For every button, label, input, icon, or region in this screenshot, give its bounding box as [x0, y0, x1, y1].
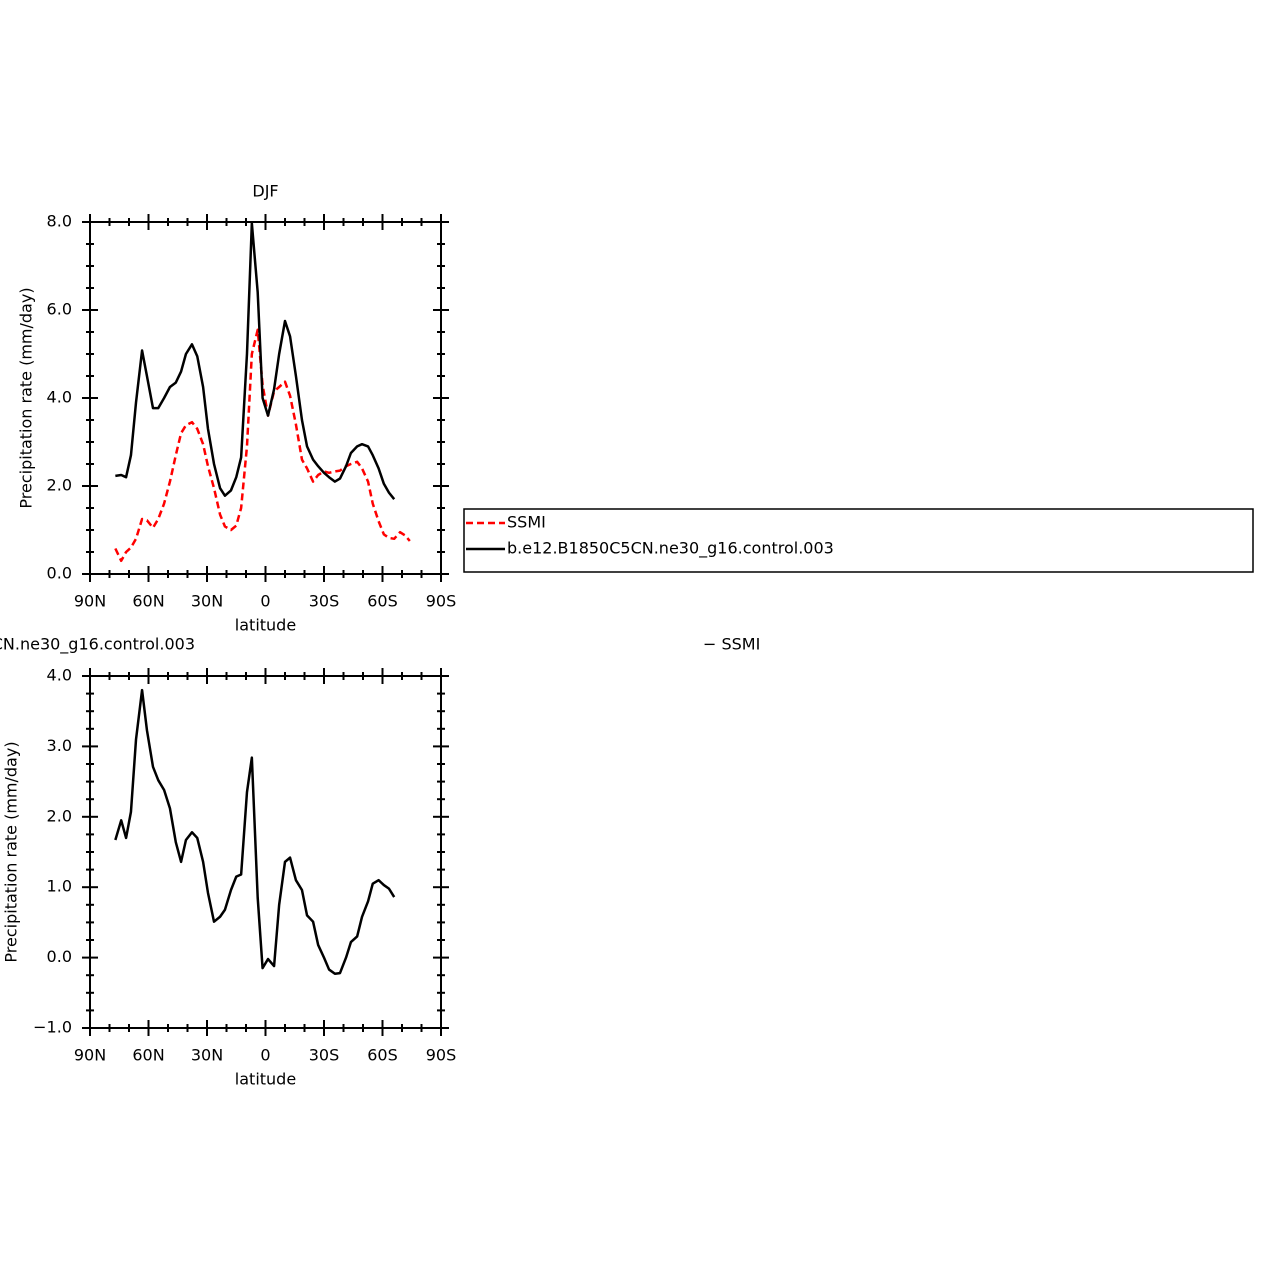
- y-tick-label: −1.0: [33, 1018, 72, 1037]
- x-tick-label: 0: [260, 592, 270, 611]
- x-tick-label: 60N: [132, 1046, 164, 1065]
- legend-box: [463, 508, 1254, 573]
- x-tick-label: 60S: [367, 1046, 398, 1065]
- y-tick-label: 2.0: [47, 806, 72, 825]
- x-tick-label: 60S: [367, 592, 398, 611]
- plot-frame: [89, 221, 442, 575]
- x-tick-label: 30N: [191, 1046, 223, 1065]
- y-tick-label: 3.0: [47, 736, 72, 755]
- chart-title-right: − SSMI: [703, 635, 760, 654]
- y-tick-label: 0.0: [47, 564, 72, 583]
- y-tick-label: 4.0: [47, 388, 72, 407]
- x-axis-label: latitude: [235, 1070, 296, 1089]
- chart-title: DJF: [252, 182, 278, 201]
- y-tick-label: 6.0: [47, 300, 72, 319]
- y-axis-label: Precipitation rate (mm/day): [2, 741, 21, 962]
- x-tick-label: 90N: [74, 592, 106, 611]
- legend-label: b.e12.B1850C5CN.ne30_g16.control.003: [507, 539, 834, 559]
- x-tick-label: 60N: [132, 592, 164, 611]
- y-tick-label: 8.0: [47, 212, 72, 231]
- legend-label: SSMI: [507, 513, 546, 532]
- x-tick-label: 30S: [309, 1046, 340, 1065]
- y-tick-label: 4.0: [47, 666, 72, 685]
- x-tick-label: 30N: [191, 592, 223, 611]
- x-tick-label: 90S: [426, 592, 457, 611]
- y-tick-label: 0.0: [47, 947, 72, 966]
- y-tick-label: 2.0: [47, 476, 72, 495]
- y-axis-label: Precipitation rate (mm/day): [17, 287, 36, 508]
- y-tick-label: 1.0: [47, 877, 72, 896]
- x-axis-label: latitude: [235, 616, 296, 635]
- chart-title-left: b.e12.B1850C5CN.ne30_g16.control.003: [0, 635, 195, 655]
- data-line: [115, 222, 396, 500]
- data-line: [114, 688, 396, 976]
- x-tick-label: 30S: [309, 592, 340, 611]
- x-tick-label: 0: [260, 1046, 270, 1065]
- plot-frame: [89, 675, 442, 1029]
- x-tick-label: 90S: [426, 1046, 457, 1065]
- x-tick-label: 90N: [74, 1046, 106, 1065]
